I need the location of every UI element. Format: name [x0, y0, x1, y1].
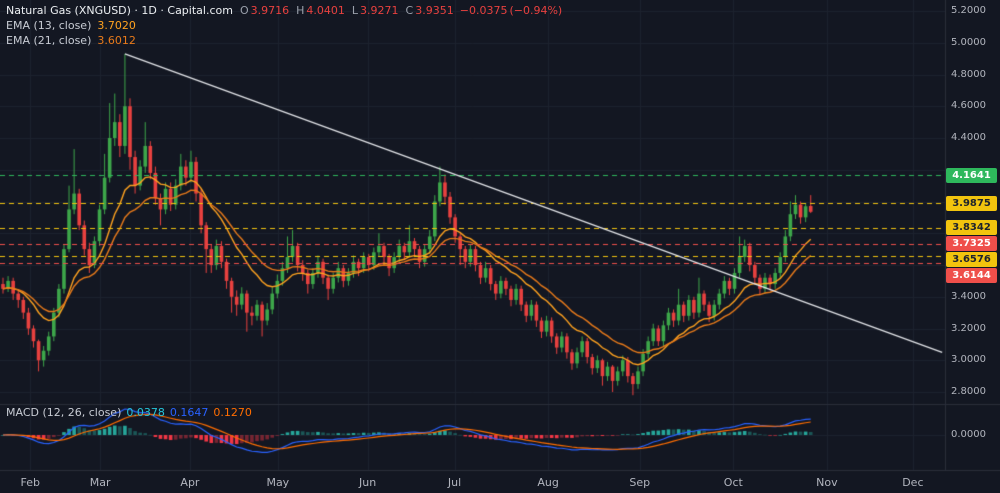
high-label: H [296, 4, 305, 17]
ema13-label: EMA (13, close) [6, 19, 92, 32]
open-label: O [239, 4, 249, 17]
chart-legend: Natural Gas (XNGUSD) · 1D · Capital.com O… [6, 3, 562, 48]
macd-line-value: 0.1647 [169, 406, 209, 419]
price-axis-label: 3.0000 [951, 354, 986, 366]
time-axis-month-label: Nov [816, 476, 838, 489]
price-level-badge[interactable]: 3.6576 [946, 252, 997, 268]
high-value: 4.0401 [306, 4, 345, 17]
price-level-badge[interactable]: 3.9875 [946, 195, 997, 211]
ema21-value: 3.6012 [97, 34, 136, 47]
time-axis-month-label: Feb [20, 476, 40, 489]
close-value: 3.9351 [415, 4, 454, 17]
open-value: 3.9716 [250, 4, 290, 17]
ema13-legend-row[interactable]: EMA (13, close) 3.7020 [6, 18, 562, 33]
price-axis-label: 3.2000 [951, 322, 986, 334]
close-label: C [405, 4, 414, 17]
time-axis-month-label: Oct [723, 476, 743, 489]
time-axis-month-label: Sep [629, 476, 651, 489]
price-level-badge[interactable]: 3.6144 [946, 268, 997, 284]
price-level-badge[interactable]: 4.1641 [946, 167, 997, 183]
change-percent: (−0.94%) [509, 4, 563, 17]
price-axis-label: 3.4000 [951, 290, 986, 302]
macd-zero-axis-label: 0.0000 [951, 429, 986, 440]
price-axis-label: 4.4000 [951, 132, 986, 143]
symbol-title[interactable]: Natural Gas (XNGUSD) · 1D · Capital.com [6, 4, 233, 17]
price-axis[interactable]: 5.2000 5.0000 4.8000 4.6000 4.4000 3.4000 3.20… [945, 0, 1000, 470]
low-label: L [351, 4, 359, 17]
price-level-badge[interactable]: 3.7325 [946, 236, 997, 252]
price-axis-label: 2.8000 [951, 386, 986, 397]
price-axis-label: 5.0000 [951, 36, 986, 48]
ema21-label: EMA (21, close) [6, 34, 92, 47]
time-axis-month-label: Jul [447, 476, 462, 489]
macd-signal-value: 0.1270 [213, 406, 252, 419]
time-axis[interactable]: Feb Mar Apr May Jun Jul Aug Sep Oct Nov Dec [0, 470, 945, 493]
price-axis-label: 4.8000 [951, 68, 986, 80]
time-axis-month-label: Aug [537, 476, 559, 489]
symbol-legend-row: Natural Gas (XNGUSD) · 1D · Capital.com O… [6, 3, 562, 18]
change-value: −0.0375 [459, 4, 508, 17]
macd-label: MACD (12, 26, close) [6, 406, 122, 419]
time-axis-month-label: Mar [89, 476, 111, 489]
time-axis-month-label: May [266, 476, 290, 489]
ema21-legend-row[interactable]: EMA (21, close) 3.6012 [6, 33, 562, 48]
ema13-value: 3.7020 [97, 19, 136, 32]
price-axis-label: 4.6000 [951, 100, 986, 112]
price-level-badge[interactable]: 3.8342 [946, 220, 997, 236]
time-axis-month-label: Dec [902, 476, 924, 489]
low-value: 3.9271 [360, 4, 399, 17]
time-axis-month-label: Apr [180, 476, 200, 489]
price-axis-label: 5.2000 [951, 5, 986, 16]
ohlc-readout: O 3.9716 H 4.0401 L 3.9271 C 3.9351 −0.0375 (−0.9… [233, 4, 562, 17]
macd-hist-value: 0.0378 [126, 406, 165, 419]
time-axis-month-label: Jun [359, 476, 377, 489]
macd-legend-row[interactable]: MACD (12, 26, close) 0.0378 0.1647 0.1270 [6, 406, 252, 419]
